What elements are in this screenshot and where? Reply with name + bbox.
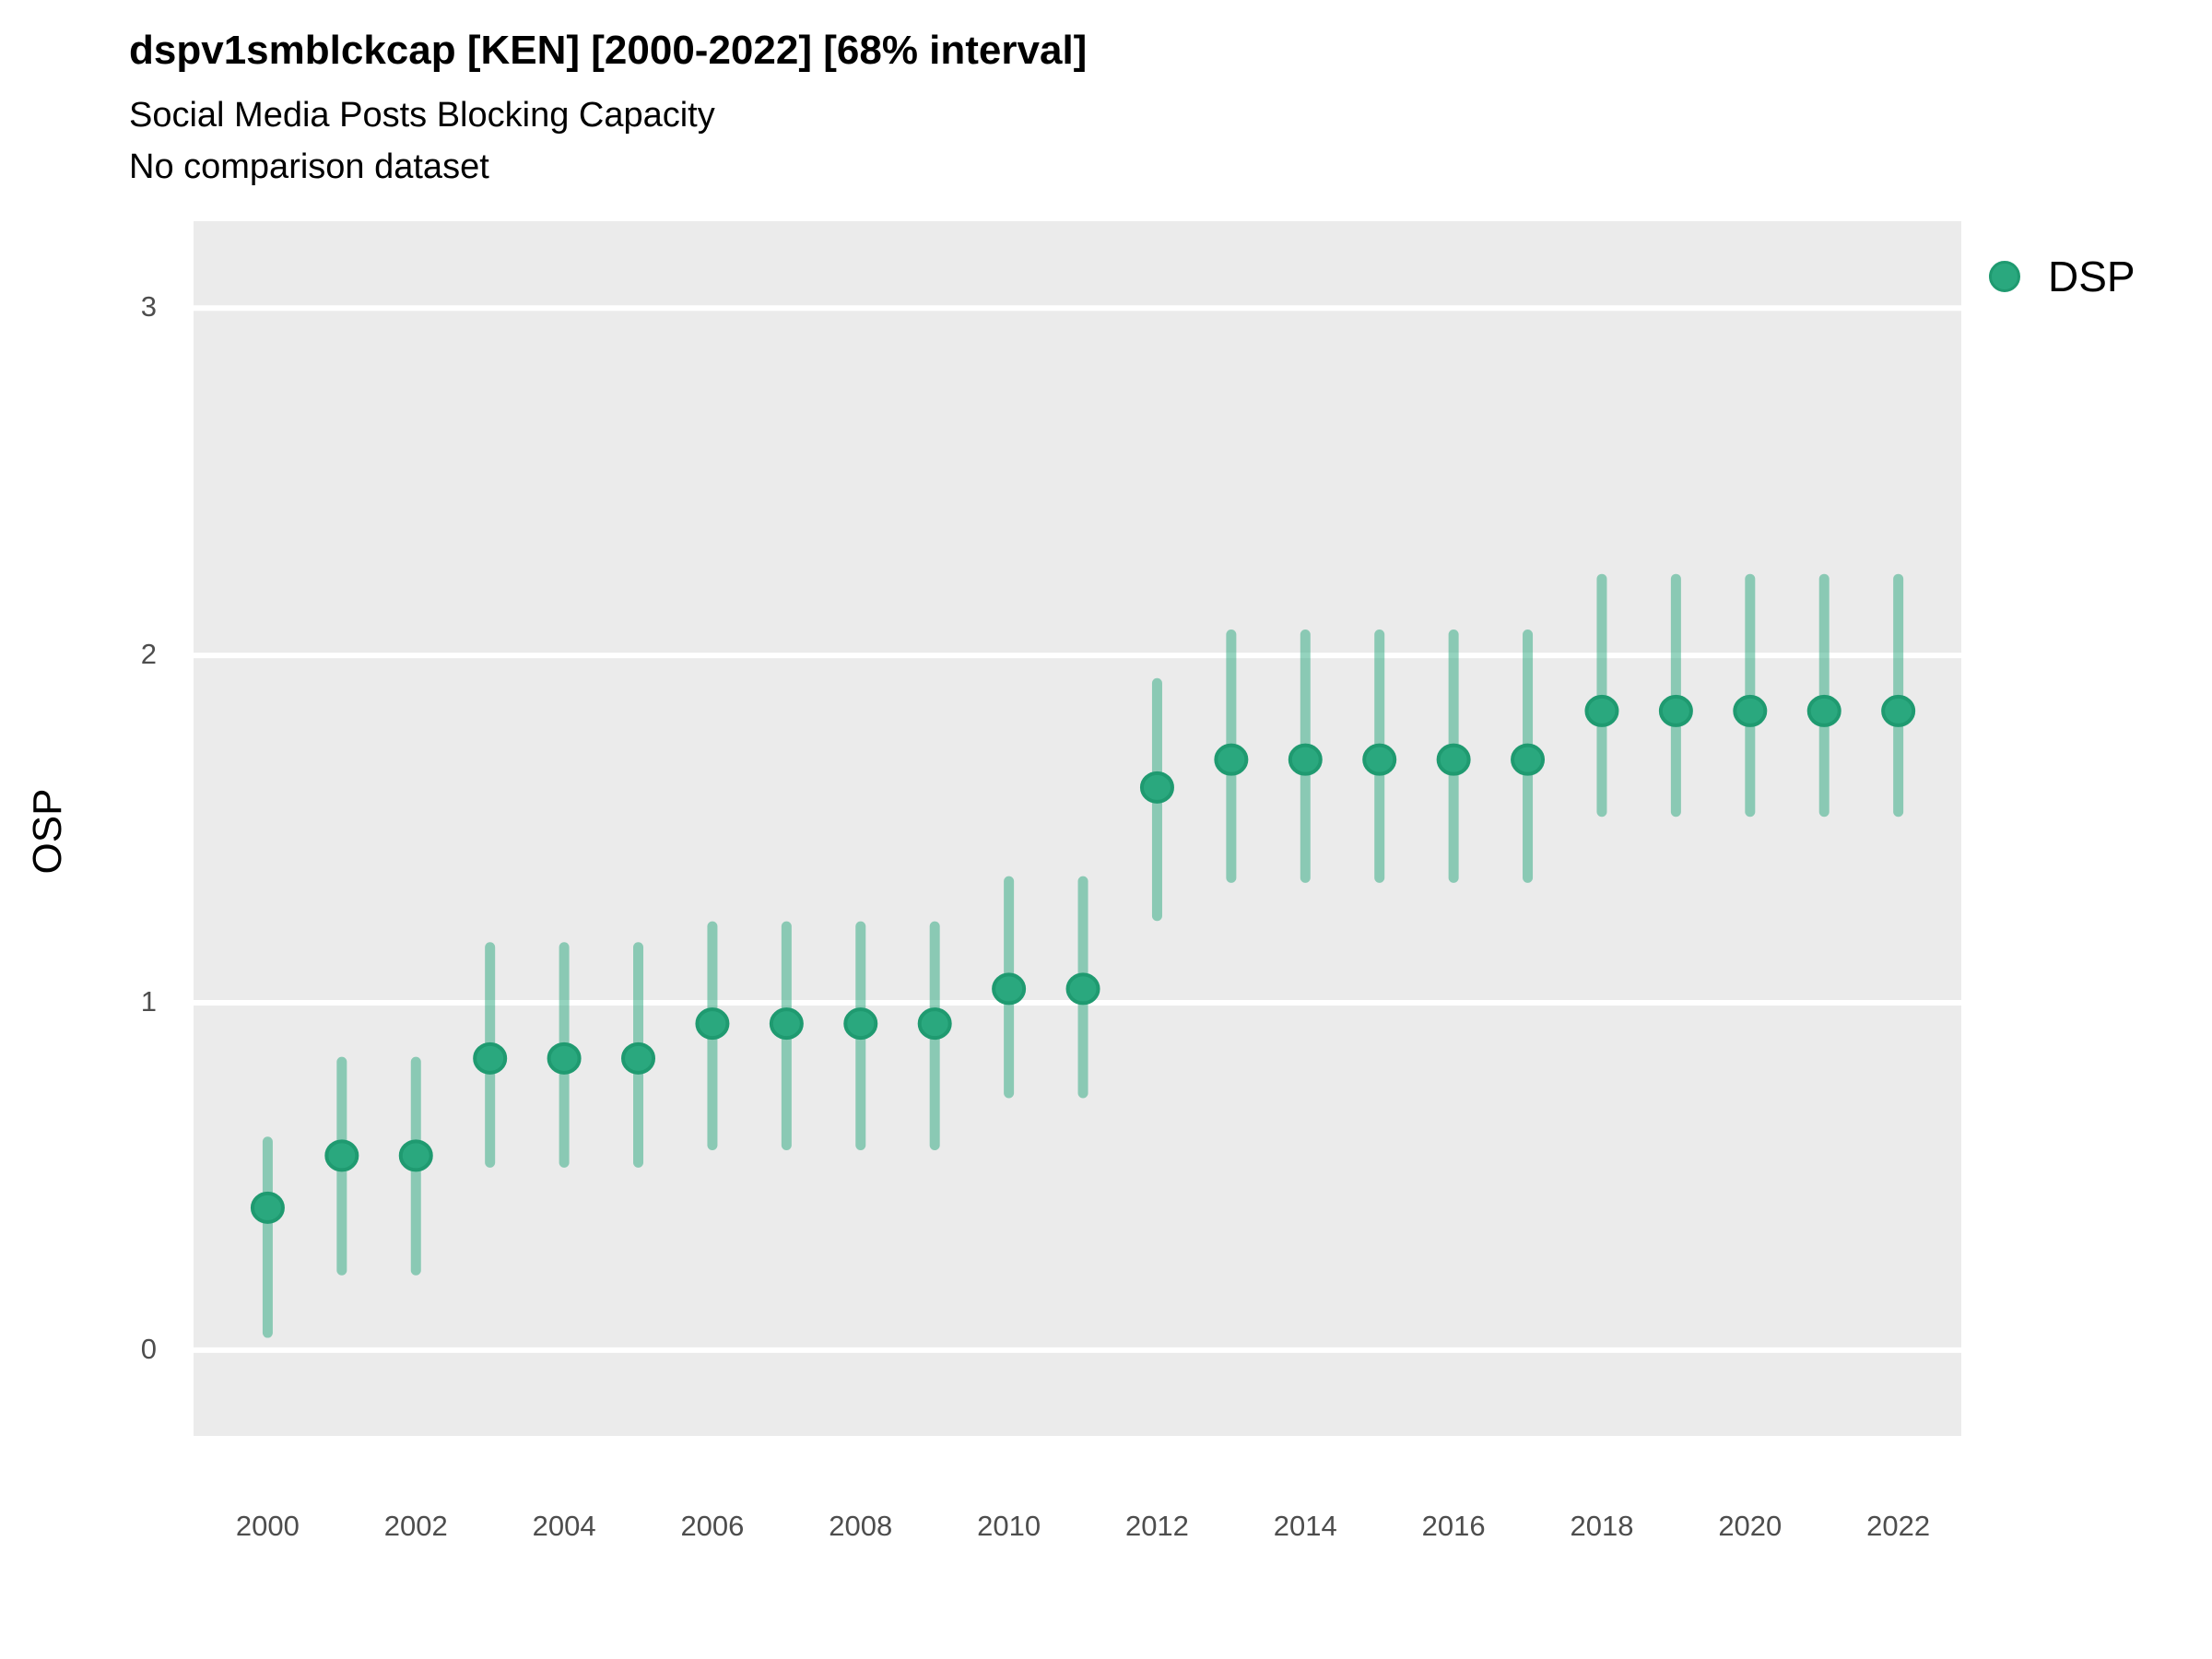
x-tick-label-2018: 2018 <box>1570 1510 1634 1542</box>
data-point-2022 <box>1881 694 1916 727</box>
y-tick-label-3: 3 <box>140 290 157 324</box>
data-point-2019 <box>1658 694 1693 727</box>
plot-panel <box>194 221 1961 1436</box>
x-tick-label-2000: 2000 <box>235 1510 300 1542</box>
data-point-2020 <box>1733 694 1768 727</box>
legend-series-label: DSP <box>2048 253 2136 300</box>
y-tick-label-0: 0 <box>140 1332 157 1365</box>
legend-point-icon <box>1989 261 2020 292</box>
data-point-2015 <box>1362 743 1397 776</box>
x-tick-label-2014: 2014 <box>1273 1510 1337 1542</box>
data-point-2006 <box>695 1007 730 1041</box>
data-point-2005 <box>621 1041 656 1075</box>
data-point-2021 <box>1806 694 1841 727</box>
data-point-2018 <box>1584 694 1619 727</box>
x-tick-label-2022: 2022 <box>1866 1510 1931 1542</box>
data-point-2013 <box>1214 743 1249 776</box>
y-tick-label-2: 2 <box>140 638 157 671</box>
data-point-2007 <box>769 1007 804 1041</box>
data-point-2000 <box>250 1191 285 1224</box>
chart-title: dspv1smblckcap [KEN] [2000-2022] [68% in… <box>129 28 1088 73</box>
data-point-2003 <box>473 1041 508 1075</box>
data-point-2002 <box>398 1139 433 1172</box>
chart-note: No comparison dataset <box>129 147 489 186</box>
data-point-2001 <box>324 1139 359 1172</box>
x-tick-label-2012: 2012 <box>1124 1510 1189 1542</box>
data-point-2004 <box>547 1041 582 1075</box>
x-tick-label-2016: 2016 <box>1421 1510 1486 1542</box>
legend: DSP <box>1989 251 2210 302</box>
y-tick-label-1: 1 <box>140 985 157 1018</box>
x-tick-label-2008: 2008 <box>829 1510 893 1542</box>
x-tick-label-2020: 2020 <box>1718 1510 1783 1542</box>
x-tick-label-2002: 2002 <box>383 1510 448 1542</box>
chart-subtitle: Social Media Posts Blocking Capacity <box>129 96 715 135</box>
data-point-2014 <box>1288 743 1323 776</box>
data-point-2008 <box>843 1007 878 1041</box>
x-tick-label-2006: 2006 <box>680 1510 745 1542</box>
data-point-2009 <box>917 1007 952 1041</box>
x-tick-label-2004: 2004 <box>532 1510 596 1542</box>
data-point-2011 <box>1065 972 1100 1006</box>
x-tick-label-2010: 2010 <box>977 1510 1041 1542</box>
data-point-2017 <box>1511 743 1546 776</box>
data-point-2010 <box>992 972 1027 1006</box>
data-point-2012 <box>1139 771 1174 804</box>
data-point-2016 <box>1436 743 1471 776</box>
